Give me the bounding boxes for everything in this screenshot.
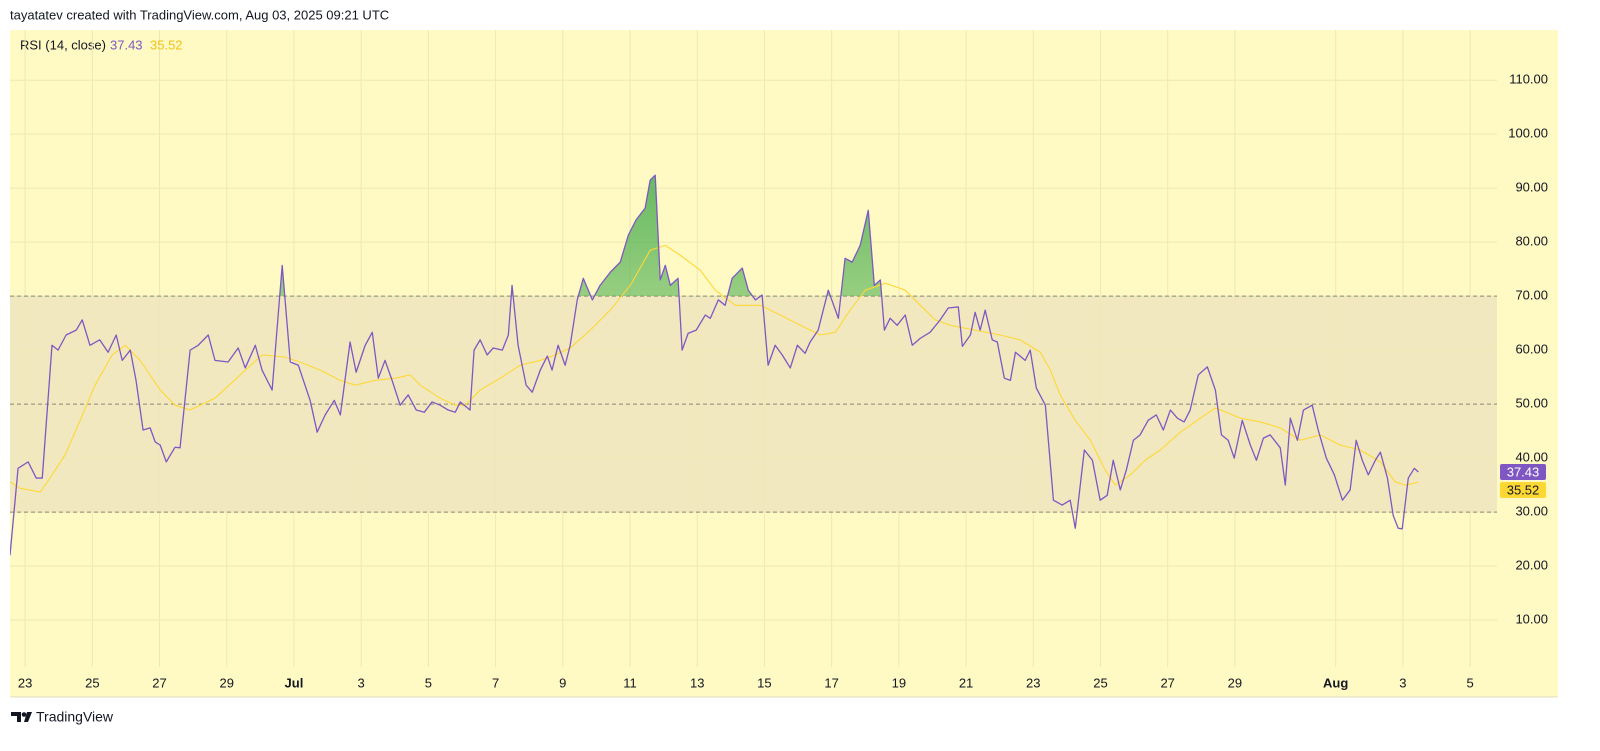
y-tick-label: 70.00 [1515, 288, 1548, 303]
x-tick-label: 5 [425, 675, 432, 690]
brand: TradingView [36, 709, 114, 725]
price-label: 35.52 [1507, 482, 1540, 497]
x-tick-label: 27 [152, 675, 166, 690]
y-tick-label: 40.00 [1515, 450, 1548, 465]
y-tick-label: 30.00 [1515, 504, 1548, 519]
x-tick-label: 29 [1228, 675, 1242, 690]
legend-value: 37.43 [110, 37, 143, 52]
y-tick-label: 80.00 [1515, 234, 1548, 249]
x-tick-label: 21 [959, 675, 973, 690]
x-tick-label: 19 [892, 675, 906, 690]
y-tick-label: 90.00 [1515, 180, 1548, 195]
plot [10, 174, 1419, 556]
legend-value: 35.52 [150, 37, 183, 52]
price-label-box [1500, 463, 1546, 480]
y-tick-label: 110.00 [1509, 72, 1548, 87]
price-label: 37.43 [1507, 464, 1540, 479]
indicator-title: RSI (14, close) [20, 37, 106, 52]
x-tick-label: 15 [757, 675, 771, 690]
x-tick-label: Jul [285, 675, 304, 690]
x-tick-label: 25 [1093, 675, 1107, 690]
price-label-box [1500, 481, 1546, 498]
x-tick-label: 7 [492, 675, 499, 690]
x-tick-label: 29 [220, 675, 234, 690]
x-tick-label: 17 [824, 675, 838, 690]
line [10, 174, 1419, 556]
x-tick-label: Aug [1323, 675, 1348, 690]
y-tick-label: 50.00 [1515, 396, 1548, 411]
y-tick-label: 100.00 [1508, 126, 1548, 141]
x-tick-label: 27 [1160, 675, 1174, 690]
x-tick-label: 23 [1026, 675, 1040, 690]
x-tick-label: 13 [690, 675, 704, 690]
y-tick-label: 60.00 [1515, 342, 1548, 357]
x-tick-label: 3 [1399, 675, 1406, 690]
x-tick-label: 3 [358, 675, 365, 690]
y-tick-label: 10.00 [1515, 611, 1548, 626]
x-tick-label: 11 [623, 675, 637, 690]
x-tick-label: 25 [85, 675, 99, 690]
x-tick-label: 5 [1466, 675, 1473, 690]
line [10, 244, 1419, 493]
x-tick-label: 23 [18, 675, 32, 690]
header: tayatatev created with TradingView.com, … [10, 7, 389, 22]
brand-logo [11, 712, 32, 722]
x-tick-label: 9 [559, 675, 566, 690]
y-tick-label: 20.00 [1515, 557, 1548, 572]
